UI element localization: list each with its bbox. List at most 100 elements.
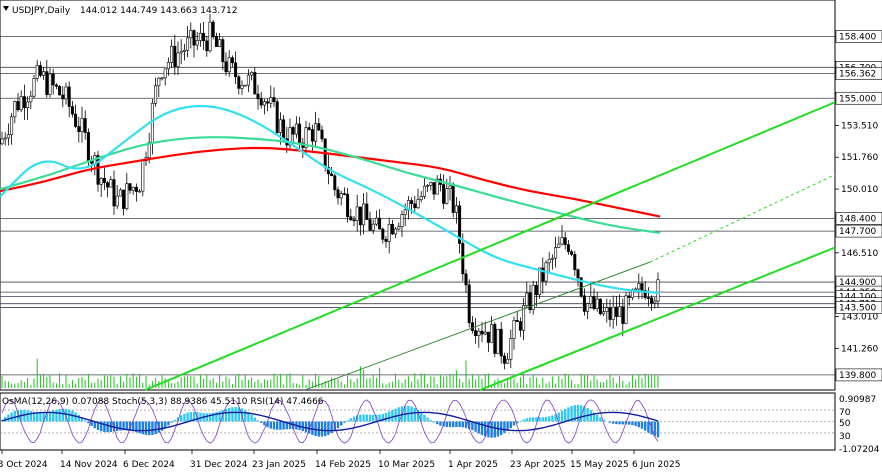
level-tag-box <box>835 30 882 43</box>
level-tag-text: 148.400 <box>839 214 876 224</box>
candle-body <box>653 300 657 304</box>
y-tick-label: 153.510 <box>841 121 878 131</box>
osma-bar <box>340 421 343 426</box>
osma-bar <box>276 421 279 430</box>
osma-bar <box>317 421 320 437</box>
candle-body <box>416 199 420 209</box>
candle-body <box>38 65 42 76</box>
osma-bar <box>410 406 413 422</box>
candle-body <box>582 295 586 312</box>
candle-body <box>278 119 282 133</box>
candle-body <box>202 32 206 42</box>
osma-bar <box>522 419 525 422</box>
candle-body <box>115 195 119 207</box>
osma-bar <box>164 421 167 429</box>
moving-averages <box>0 104 661 295</box>
candle-body <box>291 127 295 135</box>
osma-bar <box>506 421 509 431</box>
candle-body <box>374 217 378 225</box>
osma-bar <box>205 413 208 422</box>
osma-bar <box>388 411 391 422</box>
osma-bar <box>368 414 372 422</box>
osma-bar <box>189 412 192 422</box>
osma-bar <box>532 417 535 422</box>
osma-bar <box>420 412 423 422</box>
candle-body <box>262 101 266 106</box>
candle-body <box>170 45 174 63</box>
osma-bar <box>32 411 36 422</box>
candle-body <box>538 267 542 296</box>
osma-bar <box>285 421 288 430</box>
osma-bar <box>192 411 196 422</box>
moving-average-line <box>0 104 661 295</box>
candle-body <box>310 129 314 142</box>
candle-body <box>358 206 362 226</box>
osma-bar <box>378 414 381 422</box>
candle-body <box>195 40 199 46</box>
candle-body <box>598 298 602 315</box>
osma-bar <box>544 416 548 422</box>
osma-bar <box>180 415 183 422</box>
candle-body <box>614 306 618 317</box>
candle-body <box>490 324 494 343</box>
osma-bar <box>423 414 426 422</box>
candle-body <box>595 298 599 309</box>
candle-body <box>518 321 522 331</box>
osma-bar <box>128 421 132 431</box>
osma-bar <box>96 421 100 431</box>
candle-body <box>42 71 46 76</box>
candle-body <box>502 355 506 364</box>
candle-body <box>368 219 372 231</box>
osma-bar <box>538 417 541 422</box>
collapse-triangle-icon[interactable] <box>3 6 9 11</box>
level-labels: 158.400156.700156.362155.000148.400147.7… <box>835 30 882 382</box>
candle-body <box>496 328 500 354</box>
level-tag-box <box>835 301 882 314</box>
osma-bar <box>167 421 170 426</box>
candle-body <box>646 297 650 299</box>
x-tick-label: 23 Apr 2025 <box>510 460 566 470</box>
osma-bar <box>628 421 631 425</box>
candle-body <box>477 330 481 336</box>
candle-body <box>573 254 577 271</box>
candle-body <box>10 116 14 135</box>
candle-body <box>234 62 238 78</box>
osma-bar <box>589 410 592 422</box>
candle-body <box>288 127 292 146</box>
osma-bar <box>352 416 356 422</box>
candle-body <box>650 297 654 304</box>
candle-body <box>131 186 135 191</box>
candle-body <box>314 123 318 142</box>
candle-body <box>298 123 302 144</box>
osma-bar <box>580 405 583 422</box>
candle-body <box>362 203 366 226</box>
candle-body <box>112 179 116 207</box>
candle-body <box>330 173 334 177</box>
osma-bar <box>640 421 644 429</box>
candle-body <box>227 57 231 73</box>
osma-bar <box>359 414 362 422</box>
osma-bar <box>432 421 436 423</box>
candle-body <box>157 77 161 87</box>
candle-body <box>128 183 132 191</box>
osma-bar <box>52 410 55 422</box>
candle-body <box>147 142 151 158</box>
osma-bar <box>253 417 256 422</box>
candle-body <box>397 226 401 230</box>
osma-bar <box>301 421 304 432</box>
candle-body <box>563 237 567 245</box>
osma-bar <box>445 421 448 428</box>
candle-body <box>253 72 257 95</box>
osma-bar <box>394 408 397 422</box>
osma-bar <box>618 421 621 425</box>
osma-bar <box>567 407 570 422</box>
osma-bar <box>144 421 148 435</box>
osma-bar <box>7 414 10 422</box>
osma-bar <box>13 410 16 422</box>
osma-bar <box>212 412 215 422</box>
osma-bar <box>384 412 388 422</box>
candle-body <box>387 224 391 242</box>
osc-scale-label: 30 <box>839 432 851 442</box>
osma-bar <box>557 412 560 422</box>
